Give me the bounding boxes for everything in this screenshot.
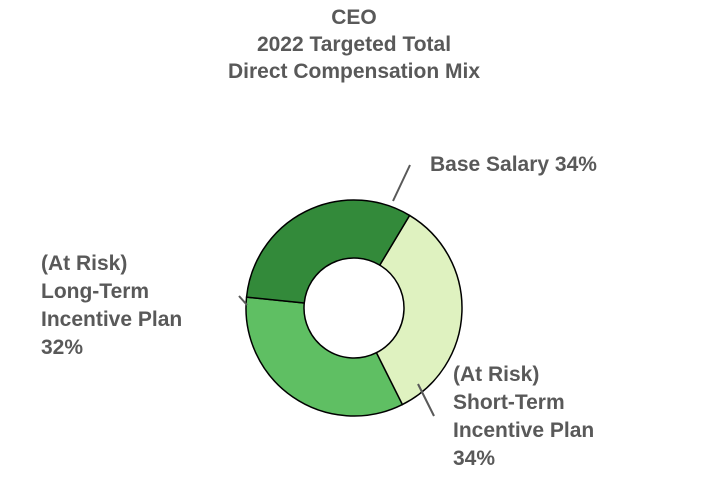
slice-long-term-incentive <box>245 199 411 304</box>
slice-short-term-incentive <box>245 296 404 417</box>
chart-title: CEO 2022 Targeted Total Direct Compensat… <box>0 4 708 85</box>
chart-title-line-1: CEO <box>331 6 377 29</box>
slice-label-long-term-line-1: (At Risk) <box>41 252 128 275</box>
slice-label-short-term-line-1: (At Risk) <box>453 363 540 386</box>
slice-label-long-term-line-4: 32% <box>41 336 84 359</box>
slice-label-long-term-line-3: Incentive Plan <box>41 308 183 331</box>
slice-label-short-term: (At Risk) Short-Term Incentive Plan 34% <box>453 361 594 473</box>
chart-title-line-3: Direct Compensation Mix <box>227 60 481 83</box>
slice-base-salary <box>375 214 463 406</box>
slice-label-long-term-line-2: Long-Term <box>41 280 150 303</box>
leader-line-short-term <box>417 383 435 417</box>
slice-label-long-term: (At Risk) Long-Term Incentive Plan 32% <box>41 250 182 362</box>
slice-label-short-term-line-2: Short-Term <box>453 391 565 414</box>
slice-label-base-salary-line-1: Base Salary 34% <box>430 153 597 176</box>
leader-line-long-term <box>238 295 248 306</box>
chart-title-line-2: 2022 Targeted Total <box>256 33 452 56</box>
slice-label-short-term-line-4: 34% <box>453 447 496 470</box>
leader-line-base-salary <box>392 164 411 202</box>
slice-label-base-salary: Base Salary 34% <box>430 151 597 179</box>
slice-label-short-term-line-3: Incentive Plan <box>453 419 595 442</box>
